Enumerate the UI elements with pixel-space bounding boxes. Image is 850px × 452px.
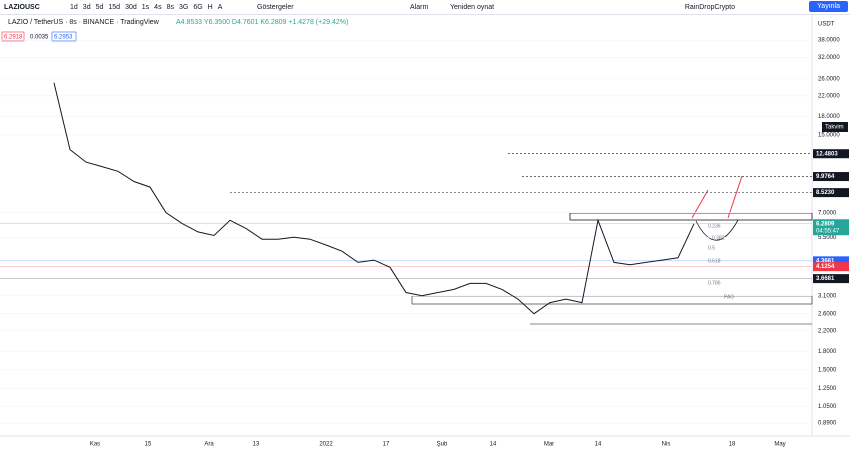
x-tick-label: Nis [662, 442, 671, 448]
interval-button[interactable]: 3G [178, 3, 189, 11]
symbol[interactable]: LAZIOUSC [4, 3, 40, 11]
y-tick-label: 32.0000 [818, 55, 840, 61]
resistance-zone [569, 212, 813, 221]
publish-button[interactable]: Yayınla [809, 1, 848, 12]
price-tag-label: 3.6681 [816, 276, 835, 282]
price-tag-label: 12.4803 [816, 151, 838, 157]
y-tick-label: 7.0000 [818, 210, 837, 216]
y-tick-label: 1.8000 [818, 349, 837, 355]
x-tick-label: 14 [595, 442, 602, 448]
legend-ohlc: A4.8533 Y6.3500 D4.7601 K6.2809 +1.4278 … [176, 19, 348, 26]
price-tag-label: 6.2809 [816, 221, 835, 227]
interval-button[interactable]: 5d [95, 3, 104, 11]
y-tick-label: 2.6000 [818, 311, 837, 317]
interval-button[interactable]: 30d [125, 3, 137, 11]
target-arrows [691, 175, 743, 219]
x-tick-label: 13 [253, 442, 260, 448]
price-tag [813, 219, 849, 236]
intervals: 1d 3d 5d 15d 30d 1s 4s 8s 3G 6G H A [70, 4, 222, 11]
interval-button[interactable]: 6G [193, 3, 203, 11]
legend-pair: LAZIO / TetherUS · 8s · BINANCE · Tradin… [8, 19, 160, 26]
y-tick-label: 2.2000 [818, 328, 837, 334]
x-tick-label: 17 [383, 442, 390, 448]
calendar-label[interactable]: Takvim [825, 125, 844, 131]
y-tick-label: 3.1000 [818, 293, 837, 299]
interval-button[interactable]: A [217, 3, 223, 11]
countdown: 04:55:47 [816, 228, 840, 234]
y-tick-label: 15.0000 [818, 133, 840, 139]
y-tick-label: 26.0000 [818, 76, 840, 82]
ask: 6.2953 [54, 35, 73, 41]
price-tag [813, 149, 849, 159]
replay-button[interactable]: Yeniden oynat [450, 3, 495, 11]
x-tick-label: Kas [90, 442, 100, 448]
alert-button[interactable]: Alarm [410, 3, 429, 11]
y-tick-label: 18.0000 [818, 114, 840, 120]
fib-label: PAO [724, 294, 734, 300]
fib-label: 0.786 [708, 280, 721, 286]
price-tag-label: 4.3661 [816, 258, 835, 264]
interval-button[interactable]: H [207, 3, 213, 11]
bid: 6.2918 [4, 35, 23, 41]
price-tag [813, 256, 849, 266]
x-tick-label: May [774, 442, 785, 448]
x-tick-label: 14 [490, 442, 497, 448]
price-tag-label: 8.5230 [816, 190, 835, 196]
x-tick-label: Ara [204, 442, 214, 448]
price-tag [813, 274, 849, 284]
x-tick-label: 2022 [319, 442, 333, 448]
interval-button[interactable]: 8s [166, 3, 174, 11]
cup-shape [695, 219, 739, 241]
ask-box [51, 31, 77, 42]
bid-box [1, 31, 25, 42]
price-tag [813, 262, 849, 272]
price-tag [813, 188, 849, 198]
y-tick-label: 38.0000 [818, 38, 840, 44]
support-zone [411, 295, 813, 305]
fib-label: 0.236 [708, 223, 721, 229]
currency: USDT [818, 22, 835, 28]
price-tag-label: 9.9764 [816, 174, 835, 180]
y-tick-label: 1.2500 [818, 386, 837, 392]
fib-label: 0.5 [708, 245, 715, 251]
interval-button[interactable]: 4s [154, 3, 162, 11]
spread: 0.0035 [30, 35, 49, 41]
user-layout[interactable]: RainDropCrypto [684, 3, 735, 11]
fib-label: 0.618 [708, 258, 721, 264]
x-tick-label: 18 [729, 442, 736, 448]
y-tick-label: 0.8900 [818, 421, 837, 427]
interval-button[interactable]: 15d [108, 3, 121, 11]
price-tag-label: 4.1254 [816, 264, 835, 270]
indicators-button[interactable]: Göstergeler [257, 3, 294, 11]
toolbar: LAZIOUSC 1d 3d 5d 15d 30d 1s 4s 8s 3G 6G H A Göster… [0, 0, 850, 15]
interval-button[interactable]: 3d [82, 3, 91, 11]
y-tick-label: 5.5000 [818, 235, 837, 241]
calendar-tooltip [822, 122, 848, 132]
x-tick-label: 15 [145, 442, 152, 448]
x-tick-label: Şub [437, 442, 448, 448]
x-tick-label: Mar [544, 442, 554, 448]
price-line [53, 82, 695, 315]
interval-button[interactable]: 1s [141, 3, 150, 11]
y-tick-label: 1.5000 [818, 367, 837, 373]
y-tick-label: 22.0000 [818, 93, 840, 99]
y-tick-label: 1.0500 [818, 404, 837, 410]
price-tag [813, 172, 849, 182]
interval-button[interactable]: 1d [70, 3, 78, 11]
fib-label: 0.382 [712, 235, 725, 241]
